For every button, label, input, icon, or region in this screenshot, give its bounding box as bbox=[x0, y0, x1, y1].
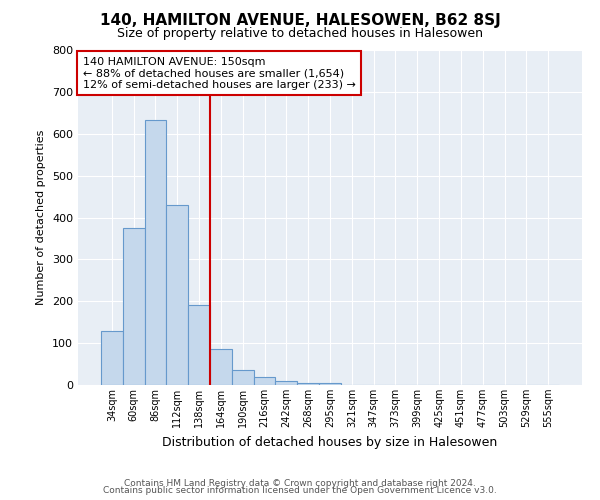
Bar bbox=[166, 205, 188, 385]
Text: Contains HM Land Registry data © Crown copyright and database right 2024.: Contains HM Land Registry data © Crown c… bbox=[124, 478, 476, 488]
Text: 140 HAMILTON AVENUE: 150sqm
← 88% of detached houses are smaller (1,654)
12% of : 140 HAMILTON AVENUE: 150sqm ← 88% of det… bbox=[83, 56, 356, 90]
Bar bbox=[188, 306, 210, 385]
Bar bbox=[123, 228, 145, 385]
Bar bbox=[210, 350, 232, 385]
Bar bbox=[101, 330, 123, 385]
Text: 140, HAMILTON AVENUE, HALESOWEN, B62 8SJ: 140, HAMILTON AVENUE, HALESOWEN, B62 8SJ bbox=[100, 12, 500, 28]
X-axis label: Distribution of detached houses by size in Halesowen: Distribution of detached houses by size … bbox=[163, 436, 497, 448]
Text: Contains public sector information licensed under the Open Government Licence v3: Contains public sector information licen… bbox=[103, 486, 497, 495]
Bar bbox=[275, 381, 297, 385]
Bar bbox=[232, 370, 254, 385]
Bar bbox=[297, 383, 319, 385]
Bar bbox=[254, 378, 275, 385]
Bar bbox=[145, 120, 166, 385]
Text: Size of property relative to detached houses in Halesowen: Size of property relative to detached ho… bbox=[117, 28, 483, 40]
Bar bbox=[319, 383, 341, 385]
Y-axis label: Number of detached properties: Number of detached properties bbox=[37, 130, 46, 305]
